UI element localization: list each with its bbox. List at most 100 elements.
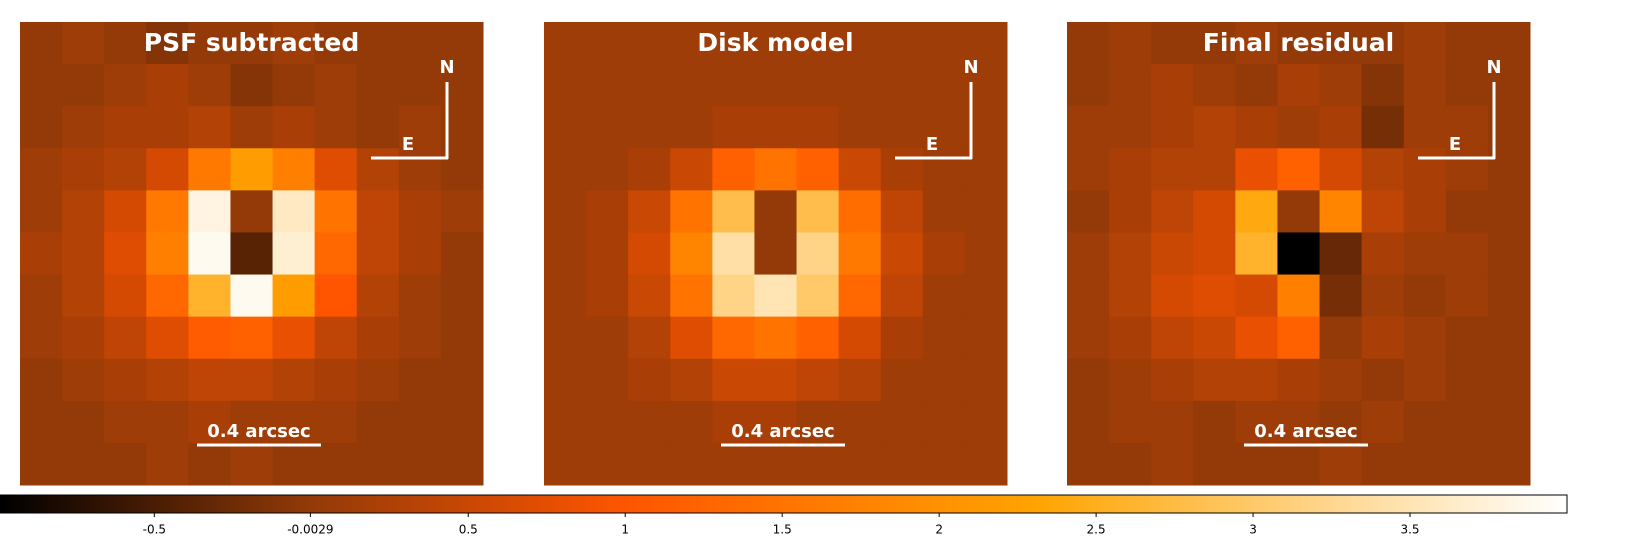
pixel: [586, 274, 629, 318]
pixel: [1403, 400, 1447, 444]
pixel: [104, 316, 147, 360]
pixel: [398, 106, 442, 149]
pixel: [188, 400, 231, 444]
pixel: [670, 232, 713, 276]
pixel: [754, 358, 798, 402]
pixel: [146, 442, 189, 486]
pixel: [314, 400, 358, 444]
pixel: [230, 148, 274, 191]
compass-n-label: N: [963, 57, 978, 78]
pixel: [398, 232, 442, 276]
colorbar-tick-label: 1.5: [773, 523, 792, 537]
pixel: [20, 442, 63, 486]
pixel: [1067, 442, 1110, 486]
pixel: [398, 358, 442, 402]
pixel: [230, 106, 274, 149]
pixel: [188, 22, 231, 65]
pixel: [1067, 148, 1110, 191]
pixel: [440, 400, 484, 444]
pixel: [104, 400, 147, 444]
pixel: [272, 274, 316, 318]
pixel: [272, 442, 316, 486]
pixel: [272, 106, 316, 149]
pixel: [880, 148, 924, 191]
pixel: [670, 358, 713, 402]
pixel: [1235, 442, 1278, 486]
pixel: [670, 64, 713, 107]
compass-n-label: N: [439, 57, 454, 78]
pixel: [356, 106, 400, 149]
pixel: [1067, 106, 1110, 149]
pixel: [838, 190, 882, 233]
pixel: [544, 358, 587, 402]
pixel: [1487, 316, 1531, 360]
pixel: [586, 358, 629, 402]
pixel: [838, 358, 882, 402]
pixel: [544, 190, 587, 233]
pixel: [272, 232, 316, 276]
pixel: [712, 64, 755, 107]
pixel: [1403, 442, 1447, 486]
pixel: [1403, 316, 1447, 360]
pixel: [670, 274, 713, 318]
pixel: [1319, 316, 1363, 360]
pixel: [146, 400, 189, 444]
pixel: [586, 190, 629, 233]
pixel: [188, 64, 231, 107]
pixel: [796, 232, 840, 276]
pixel: [880, 190, 924, 233]
pixel: [922, 316, 966, 360]
pixel: [796, 22, 840, 65]
pixel: [146, 22, 189, 65]
pixel: [356, 64, 400, 107]
pixel: [670, 106, 713, 149]
pixel: [1445, 148, 1489, 191]
pixel: [838, 442, 882, 486]
pixel: [314, 442, 358, 486]
pixel: [146, 232, 189, 276]
pixel: [1277, 232, 1321, 276]
pixel: [1235, 22, 1278, 65]
pixel: [398, 316, 442, 360]
pixel: [1445, 22, 1489, 65]
pixel: [712, 148, 755, 191]
pixel: [1319, 400, 1363, 444]
pixel: [1109, 148, 1152, 191]
pixel: [1067, 64, 1110, 107]
pixel: [1067, 400, 1110, 444]
pixel: [1361, 442, 1405, 486]
scale-bar-label: 0.4 arcsec: [731, 421, 834, 442]
pixel: [1445, 442, 1489, 486]
pixel: [670, 442, 713, 486]
pixel: [62, 358, 105, 402]
pixel: [20, 148, 63, 191]
pixel: [712, 442, 755, 486]
pixel: [754, 274, 798, 318]
pixel: [1193, 22, 1236, 65]
pixel: [1193, 232, 1236, 276]
pixel: [1403, 358, 1447, 402]
pixel: [838, 316, 882, 360]
pixel: [796, 190, 840, 233]
pixel: [188, 442, 231, 486]
pixel: [1361, 232, 1405, 276]
pixel: [544, 64, 587, 107]
pixel: [544, 400, 587, 444]
pixel: [586, 106, 629, 149]
pixel: [754, 442, 798, 486]
pixel: [1403, 106, 1447, 149]
pixel: [838, 64, 882, 107]
pixel: [922, 274, 966, 318]
pixel: [544, 22, 587, 65]
pixel: [356, 274, 400, 318]
pixel: [356, 358, 400, 402]
pixel: [62, 64, 105, 107]
pixel: [1319, 358, 1363, 402]
pixel: [880, 274, 924, 318]
colorbar-tick-label: 3: [1249, 523, 1257, 537]
pixel: [796, 442, 840, 486]
panel-title: Final residual: [1203, 28, 1394, 57]
compass-e-label: E: [1449, 134, 1461, 155]
pixel: [1277, 442, 1321, 486]
